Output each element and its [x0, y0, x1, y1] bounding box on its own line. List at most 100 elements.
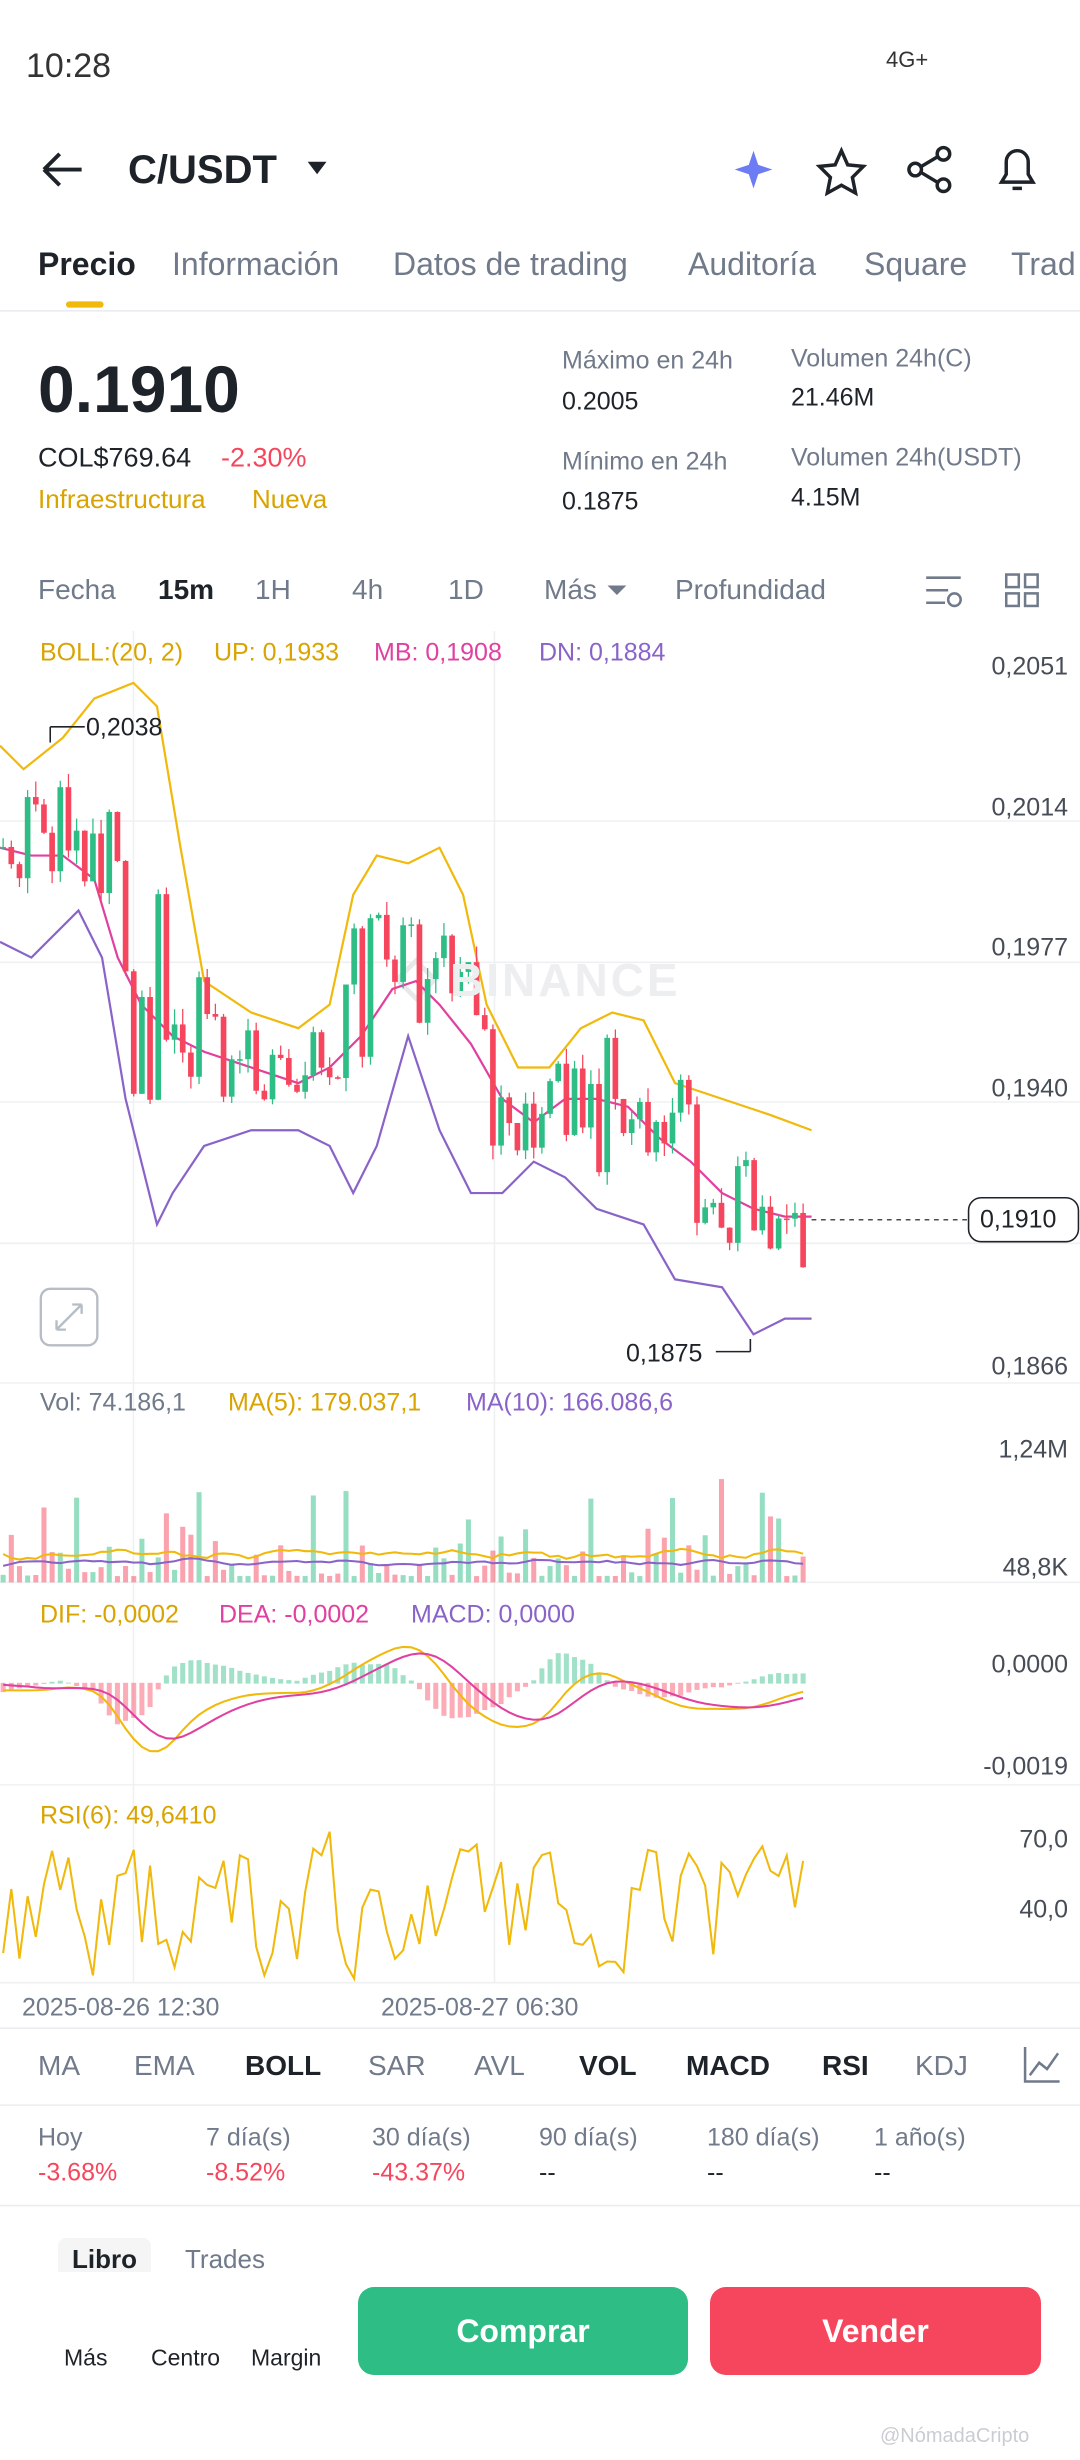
- fiat-price: COL$769.64: [38, 442, 192, 473]
- last-price: 0.1910: [38, 352, 240, 426]
- indicator[interactable]: KDJ: [915, 2050, 968, 2081]
- macd-bar: [335, 1667, 341, 1684]
- candle-body: [465, 962, 472, 972]
- volume-bar: [694, 1569, 700, 1583]
- interval[interactable]: Más: [544, 574, 597, 605]
- volume-bar: [229, 1564, 235, 1583]
- macd-bar: [441, 1682, 447, 1716]
- candle-body: [775, 1218, 782, 1249]
- macd-bar: [123, 1682, 129, 1721]
- volume-bar: [65, 1568, 71, 1583]
- sell-button[interactable]: Vender: [710, 2287, 1041, 2375]
- indicator[interactable]: RSI: [822, 2050, 869, 2081]
- rsi-label: RSI(6): 49,6410: [40, 1801, 217, 1830]
- nav-label[interactable]: Centro: [151, 2344, 221, 2371]
- book-tab[interactable]: Trades: [185, 2244, 265, 2274]
- interval[interactable]: Profundidad: [675, 574, 827, 605]
- tag[interactable]: Infraestructura: [38, 484, 206, 514]
- macd-bar: [784, 1673, 790, 1684]
- candle-body: [139, 996, 145, 1094]
- candle-body: [163, 894, 170, 1040]
- macd-bar: [645, 1682, 651, 1697]
- indicator[interactable]: AVL: [474, 2050, 525, 2081]
- candle-body: [424, 979, 431, 1023]
- tab[interactable]: Precio: [38, 246, 136, 282]
- volume-bar: [416, 1565, 422, 1583]
- macd-bar: [33, 1682, 39, 1686]
- tab[interactable]: Datos de trading: [393, 246, 628, 282]
- macd-bar: [351, 1662, 357, 1684]
- volume-bar: [25, 1575, 31, 1583]
- nav-label[interactable]: Margin: [251, 2344, 322, 2371]
- dif-line: [3, 1645, 804, 1753]
- volume-bar: [204, 1576, 210, 1583]
- tag[interactable]: Nueva: [252, 484, 328, 514]
- volume-bar: [245, 1576, 251, 1583]
- interval[interactable]: Fecha: [38, 574, 116, 605]
- ai-icon[interactable]: [734, 150, 773, 189]
- vol-ma5: MA(5): 179.037,1: [228, 1388, 422, 1417]
- nav-label[interactable]: Más: [64, 2344, 108, 2371]
- expand-button[interactable]: [39, 1287, 99, 1347]
- dropdown-icon[interactable]: [307, 161, 327, 175]
- candle-body: [73, 830, 80, 851]
- bell-icon[interactable]: [998, 149, 1036, 191]
- volume-bar: [147, 1572, 153, 1583]
- volume-bar: [580, 1551, 586, 1583]
- candle-body: [343, 984, 349, 1079]
- indicator[interactable]: EMA: [134, 2050, 195, 2081]
- interval[interactable]: 1D: [448, 574, 484, 605]
- dropdown-icon[interactable]: [607, 585, 627, 595]
- tab[interactable]: Square: [864, 246, 968, 282]
- back-icon[interactable]: [42, 152, 82, 187]
- macd-axis-label: -0,0019: [983, 1752, 1068, 1781]
- macd-bar: [131, 1682, 137, 1718]
- macd-bar: [188, 1660, 194, 1684]
- candle-body: [481, 1015, 488, 1030]
- price-axis-label: 0,1977: [991, 933, 1068, 962]
- candle-body: [604, 1037, 611, 1173]
- candle-body: [57, 787, 64, 872]
- buy-button[interactable]: Comprar: [358, 2287, 688, 2375]
- boll-dn-line: [0, 908, 812, 1336]
- indicator[interactable]: VOL: [579, 2050, 637, 2081]
- tab[interactable]: Información: [172, 246, 340, 282]
- indicator[interactable]: BOLL: [245, 2050, 322, 2081]
- interval[interactable]: 4h: [352, 574, 384, 605]
- candle-body: [767, 1206, 774, 1249]
- vol-ma5-line: [2, 1547, 804, 1561]
- pair-title[interactable]: C/USDT: [128, 148, 277, 192]
- macd-bar: [65, 1682, 71, 1684]
- price-axis-label: 0,1866: [991, 1352, 1068, 1381]
- status-network: 4G+: [886, 47, 929, 72]
- tab[interactable]: Auditoría: [688, 246, 817, 282]
- interval[interactable]: 15m: [158, 574, 215, 605]
- tab[interactable]: Trad: [1011, 246, 1076, 282]
- candle-body: [49, 832, 55, 872]
- chart-tool-icon[interactable]: [1023, 2047, 1060, 2083]
- stat-value: 4.15M: [791, 483, 861, 512]
- macd-bar: [106, 1682, 112, 1716]
- macd-bar: [604, 1680, 610, 1684]
- settings-icon[interactable]: [926, 576, 962, 608]
- macd-bar: [310, 1674, 316, 1684]
- volume-bar: [776, 1518, 782, 1583]
- candle-body: [237, 1059, 243, 1061]
- indicator[interactable]: SAR: [368, 2050, 426, 2081]
- indicator[interactable]: MA: [38, 2050, 80, 2081]
- macd-bar: [139, 1682, 145, 1716]
- volume-bar: [351, 1576, 357, 1583]
- layout-icon[interactable]: [1004, 573, 1039, 608]
- stat-value: 0.2005: [562, 387, 639, 416]
- candle-body: [188, 1052, 194, 1077]
- share-icon[interactable]: [907, 145, 952, 194]
- star-icon[interactable]: [815, 146, 868, 197]
- interval[interactable]: 1H: [255, 574, 291, 605]
- volume-bar: [172, 1569, 178, 1583]
- candle-body: [196, 977, 202, 1077]
- macd-bar: [90, 1682, 96, 1691]
- perf-label: 30 día(s): [372, 2123, 471, 2152]
- volume-bar: [425, 1576, 431, 1583]
- indicator[interactable]: MACD: [686, 2050, 770, 2081]
